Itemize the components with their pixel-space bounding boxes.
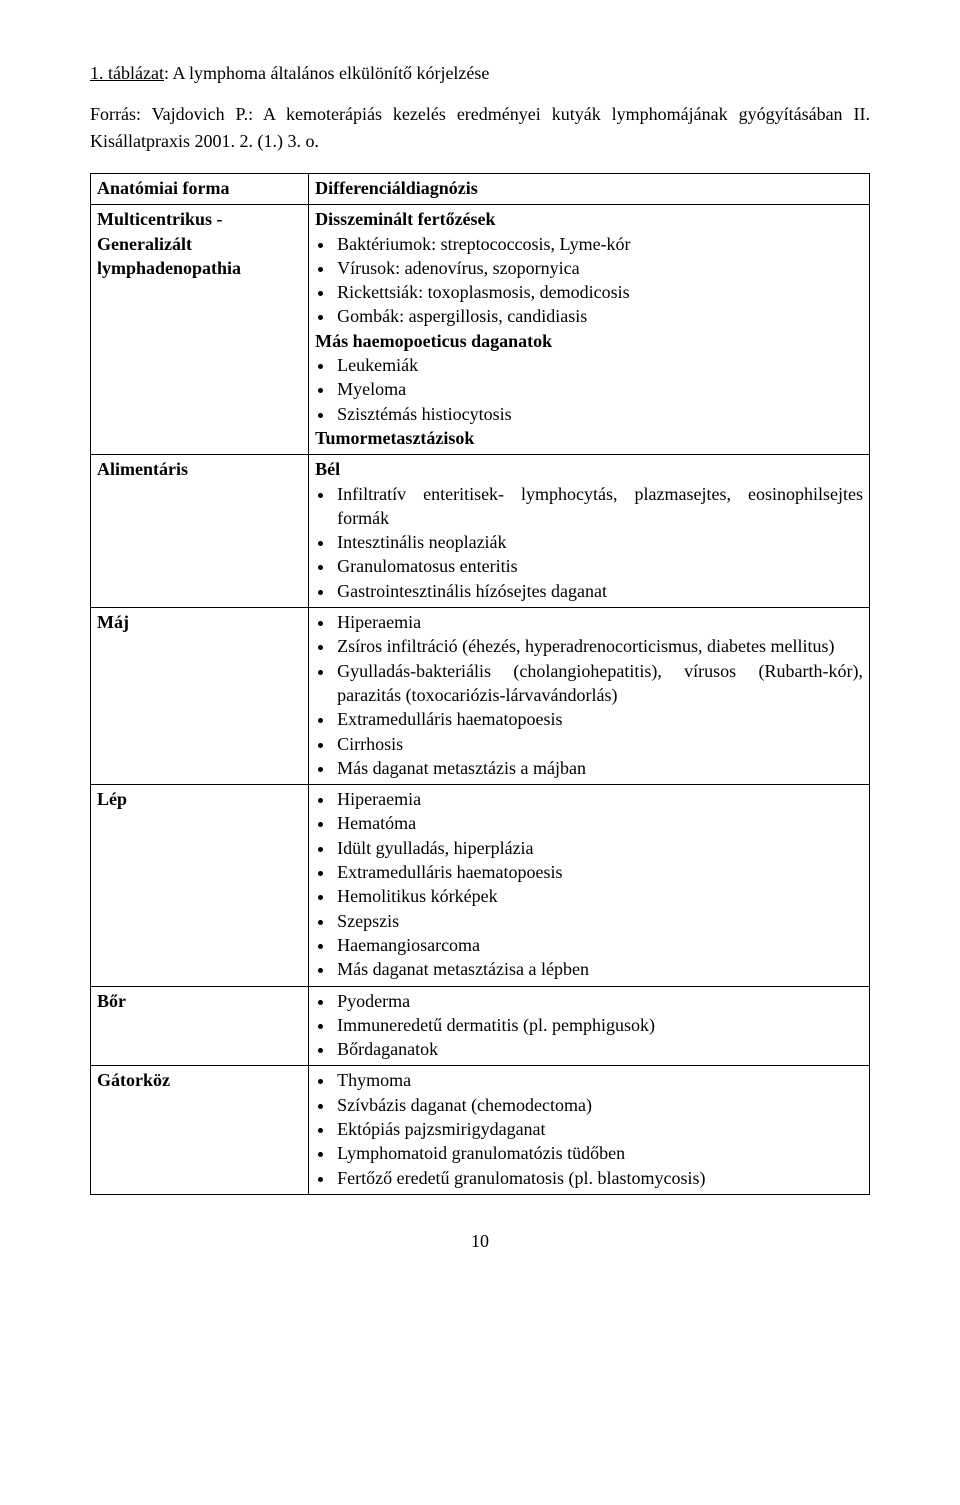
row-right: Hiperaemia Hematóma Idült gyulladás, hip… — [309, 785, 870, 986]
list-item: Cirrhosis — [335, 732, 863, 756]
list-item: Leukemiák — [335, 353, 863, 377]
table-row: Alimentáris Bél Infiltratív enteritisek-… — [91, 455, 870, 608]
list-item: Extramedulláris haematopoesis — [335, 860, 863, 884]
left-line: Alimentáris — [97, 459, 188, 479]
table-number: 1. táblázat — [90, 63, 164, 83]
row-left: Alimentáris — [91, 455, 309, 608]
list-item: Baktériumok: streptococcosis, Lyme-kór — [335, 232, 863, 256]
list-item: Gyulladás-bakteriális (cholangiohepatiti… — [335, 659, 863, 708]
item-list: Hiperaemia Hematóma Idült gyulladás, hip… — [335, 787, 863, 981]
left-line: Generalizált — [97, 234, 192, 254]
header-right: Differenciáldiagnózis — [309, 174, 870, 205]
list-item: Infiltratív enteritisek- lymphocytás, pl… — [335, 482, 863, 531]
left-line: Bőr — [97, 991, 126, 1011]
list-item: Gombák: aspergillosis, candidiasis — [335, 304, 863, 328]
list-item: Hematóma — [335, 811, 863, 835]
list-item: Szisztémás histiocytosis — [335, 402, 863, 426]
list-item: Idült gyulladás, hiperplázia — [335, 836, 863, 860]
list-item: Hiperaemia — [335, 787, 863, 811]
list-item: Thymoma — [335, 1068, 863, 1092]
table-row: Bőr Pyoderma Immuneredetű dermatitis (pl… — [91, 986, 870, 1066]
list-item: Zsíros infiltráció (éhezés, hyperadrenoc… — [335, 634, 863, 658]
list-item: Immuneredetű dermatitis (pl. pemphigusok… — [335, 1013, 863, 1037]
table-caption: 1. táblázat: A lymphoma általános elkülö… — [90, 60, 870, 87]
list-item: Gastrointesztinális hízósejtes daganat — [335, 579, 863, 603]
table-title: : A lymphoma általános elkülönítő kórjel… — [164, 63, 489, 83]
item-list: Infiltratív enteritisek- lymphocytás, pl… — [335, 482, 863, 603]
list-item: Hiperaemia — [335, 610, 863, 634]
item-list: Baktériumok: streptococcosis, Lyme-kór V… — [335, 232, 863, 329]
diagnosis-table: Anatómiai forma Differenciáldiagnózis Mu… — [90, 173, 870, 1195]
row-right: Bél Infiltratív enteritisek- lymphocytás… — [309, 455, 870, 608]
left-line: lymphadenopathia — [97, 258, 241, 278]
row-right: Pyoderma Immuneredetű dermatitis (pl. pe… — [309, 986, 870, 1066]
list-item: Extramedulláris haematopoesis — [335, 707, 863, 731]
row-right: Hiperaemia Zsíros infiltráció (éhezés, h… — [309, 608, 870, 785]
document-page: 1. táblázat: A lymphoma általános elkülö… — [0, 0, 960, 1292]
list-item: Szívbázis daganat (chemodectoma) — [335, 1093, 863, 1117]
left-line: Lép — [97, 789, 127, 809]
row-right: Disszeminált fertőzések Baktériumok: str… — [309, 205, 870, 455]
list-item: Vírusok: adenovírus, szopornyica — [335, 256, 863, 280]
list-item: Szepszis — [335, 909, 863, 933]
list-item: Ektópiás pajzsmirigydaganat — [335, 1117, 863, 1141]
group-title: Disszeminált fertőzések — [315, 207, 863, 231]
group-title: Bél — [315, 457, 863, 481]
table-source: Forrás: Vajdovich P.: A kemoterápiás kez… — [90, 101, 870, 155]
list-item: Fertőző eredetű granulomatosis (pl. blas… — [335, 1166, 863, 1190]
table-row: Gátorköz Thymoma Szívbázis daganat (chem… — [91, 1066, 870, 1194]
row-right: Thymoma Szívbázis daganat (chemodectoma)… — [309, 1066, 870, 1194]
list-item: Lymphomatoid granulomatózis tüdőben — [335, 1141, 863, 1165]
list-item: Más daganat metasztázis a májban — [335, 756, 863, 780]
row-left: Bőr — [91, 986, 309, 1066]
row-left: Gátorköz — [91, 1066, 309, 1194]
list-item: Intesztinális neoplaziák — [335, 530, 863, 554]
list-item: Bőrdaganatok — [335, 1037, 863, 1061]
row-left: Multicentrikus - Generalizált lymphadeno… — [91, 205, 309, 455]
table-row: Lép Hiperaemia Hematóma Idült gyulladás,… — [91, 785, 870, 986]
left-line: Máj — [97, 612, 129, 632]
group-title: Más haemopoeticus daganatok — [315, 329, 863, 353]
item-list: Thymoma Szívbázis daganat (chemodectoma)… — [335, 1068, 863, 1189]
row-left: Lép — [91, 785, 309, 986]
list-item: Hemolitikus kórképek — [335, 884, 863, 908]
list-item: Pyoderma — [335, 989, 863, 1013]
list-item: Haemangiosarcoma — [335, 933, 863, 957]
table-row: Máj Hiperaemia Zsíros infiltráció (éhezé… — [91, 608, 870, 785]
row-left: Máj — [91, 608, 309, 785]
list-item: Myeloma — [335, 377, 863, 401]
left-line: Gátorköz — [97, 1070, 170, 1090]
table-header-row: Anatómiai forma Differenciáldiagnózis — [91, 174, 870, 205]
item-list: Hiperaemia Zsíros infiltráció (éhezés, h… — [335, 610, 863, 780]
table-row: Multicentrikus - Generalizált lymphadeno… — [91, 205, 870, 455]
left-line: Multicentrikus - — [97, 209, 223, 229]
item-list: Pyoderma Immuneredetű dermatitis (pl. pe… — [335, 989, 863, 1062]
page-number: 10 — [90, 1231, 870, 1252]
list-item: Más daganat metasztázisa a lépben — [335, 957, 863, 981]
header-left: Anatómiai forma — [91, 174, 309, 205]
list-item: Rickettsiák: toxoplasmosis, demodicosis — [335, 280, 863, 304]
item-list: Leukemiák Myeloma Szisztémás histiocytos… — [335, 353, 863, 426]
list-item: Granulomatosus enteritis — [335, 554, 863, 578]
group-title: Tumormetasztázisok — [315, 426, 863, 450]
